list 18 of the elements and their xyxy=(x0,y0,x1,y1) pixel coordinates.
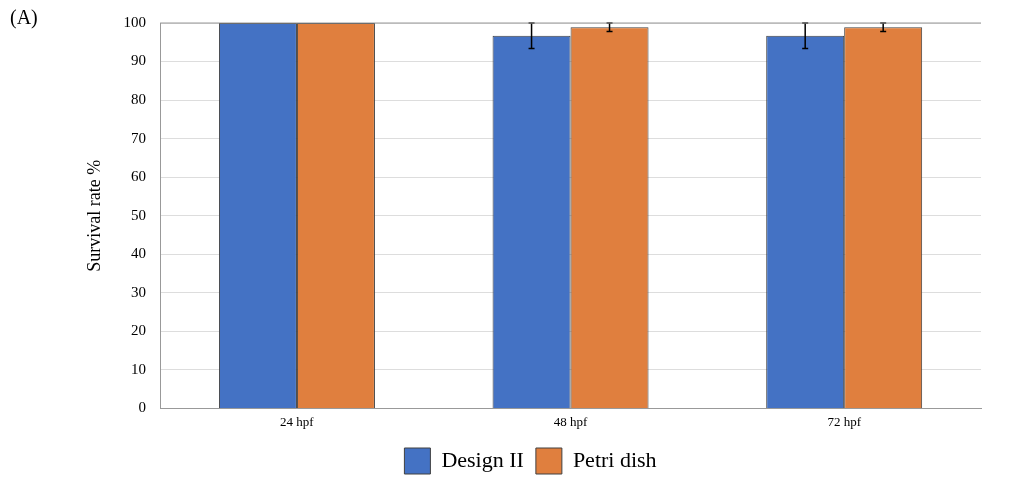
text: (A) xyxy=(10,6,38,29)
y-tick-label: 70 xyxy=(131,129,147,146)
x-tick-label: 48 hpf xyxy=(553,413,588,429)
y-tick-label: 10 xyxy=(131,360,147,377)
y-tick-label: 100 xyxy=(123,13,147,30)
x-tick-label: 72 hpf xyxy=(827,413,862,429)
y-tick-label: 0 xyxy=(138,399,147,416)
y-axis-title: Survival rate % xyxy=(83,159,104,272)
y-tick-label: 60 xyxy=(131,168,147,185)
x-tick-label: 24 hpf xyxy=(280,413,315,429)
y-tick-label: 80 xyxy=(131,91,147,108)
y-tick-label: 40 xyxy=(131,245,147,262)
y-tick-label: 20 xyxy=(131,322,147,339)
legend-label: Design II xyxy=(441,446,524,472)
y-tick-label: 30 xyxy=(131,283,147,300)
legend-label: Petri dish xyxy=(572,446,657,472)
y-tick-label: 50 xyxy=(131,206,147,223)
y-tick-label: 90 xyxy=(131,52,147,69)
